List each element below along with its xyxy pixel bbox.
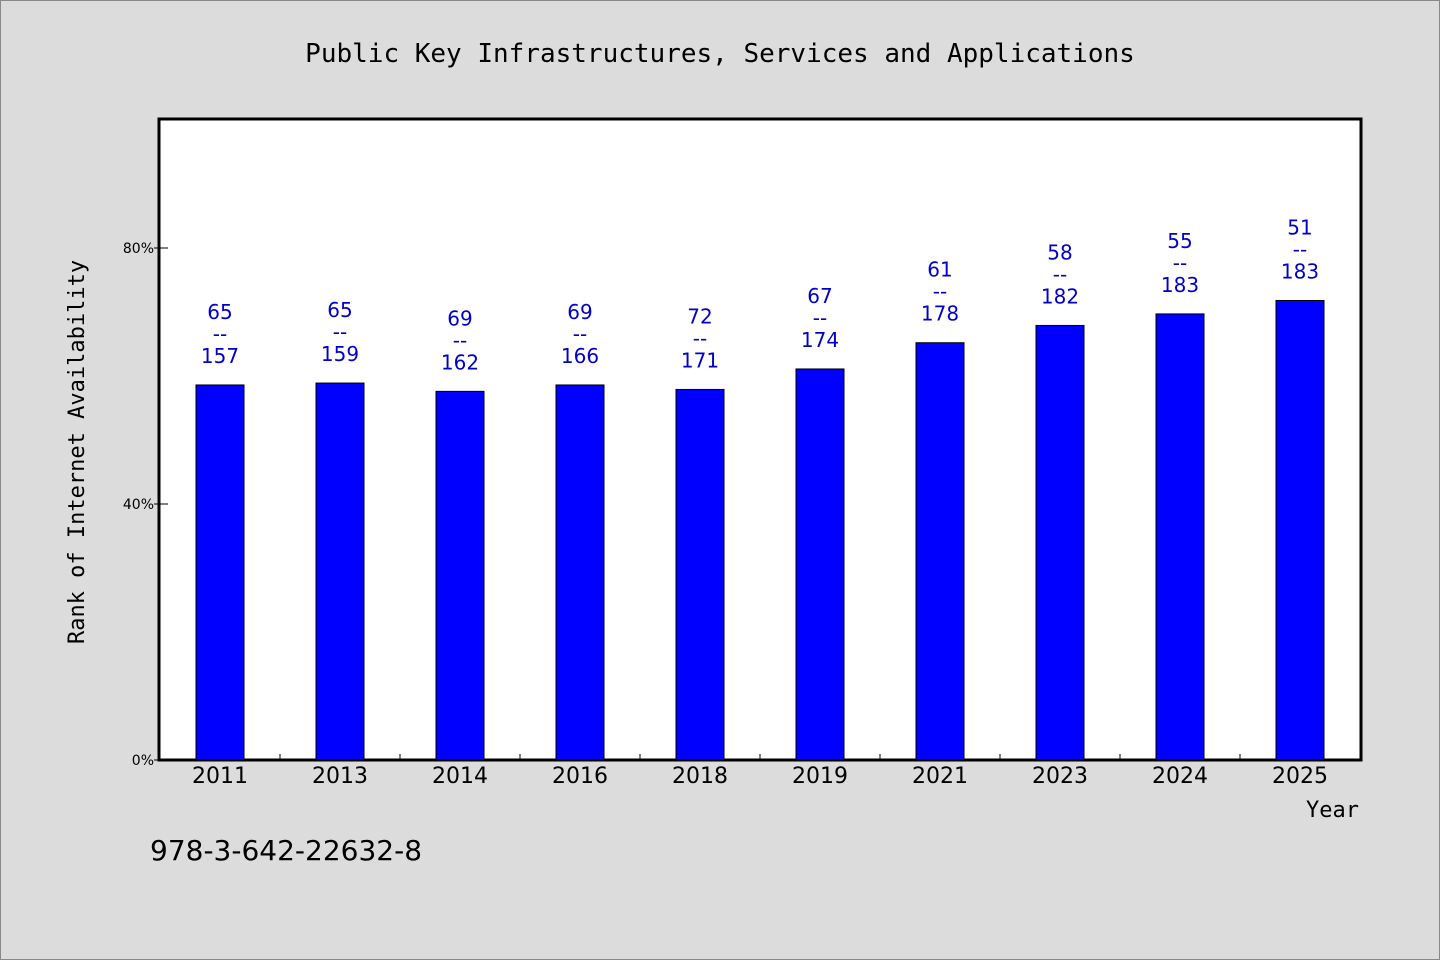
bar-total-label: 178 (921, 302, 959, 326)
bar-rank-label: 51 (1287, 215, 1312, 239)
bar-2021 (915, 342, 965, 761)
bar-2025 (1275, 299, 1325, 761)
x-axis: 2011 2013 2014 2016 2018 2019 2021 2023 2024 2025 (192, 754, 1328, 789)
x-tick-label: 2021 (912, 764, 968, 789)
bars-group (195, 299, 1325, 761)
bar-label-separator: -- (573, 322, 587, 346)
bar-label-separator: -- (693, 326, 707, 350)
y-axis-title: Rank of Internet Availability (65, 260, 90, 644)
x-tick-label: 2023 (1032, 764, 1088, 789)
bar-total-label: 162 (441, 350, 479, 374)
bar-total-label: 159 (321, 342, 359, 366)
bar-label-separator: -- (1053, 262, 1067, 286)
chart-title: Public Key Infrastructures, Services and… (305, 39, 1135, 69)
bar-total-label: 157 (201, 344, 239, 368)
y-axis: 0% 40% 80% (123, 241, 168, 769)
bar-2019 (795, 368, 845, 761)
x-tick-label: 2016 (552, 764, 608, 789)
bar-label-separator: -- (933, 280, 947, 304)
bar-rank-label: 69 (567, 300, 592, 324)
bar-label-separator: -- (453, 328, 467, 352)
bar-2023 (1035, 324, 1085, 761)
bar-labels-group: 65--15765--15969--16269--16672--17167--1… (201, 215, 1319, 374)
bar-rank-label: 65 (207, 300, 232, 324)
bar-label-separator: -- (1173, 251, 1187, 275)
bar-total-label: 183 (1281, 259, 1319, 283)
x-tick-label: 2025 (1272, 764, 1328, 789)
bar-rank-label: 65 (327, 298, 352, 322)
bar-2018 (675, 388, 725, 761)
bar-rank-label: 55 (1167, 229, 1192, 253)
bar-label-separator: -- (213, 322, 227, 346)
x-tick-label: 2013 (312, 764, 368, 789)
bar-rank-label: 58 (1047, 240, 1072, 264)
bar-total-label: 166 (561, 344, 599, 368)
y-tick-label: 0% (132, 753, 154, 769)
x-axis-title: Year (1306, 798, 1359, 823)
bar-total-label: 171 (681, 348, 719, 372)
bar-rank-label: 69 (447, 306, 472, 330)
x-tick-label: 2018 (672, 764, 728, 789)
bar-label-separator: -- (333, 320, 347, 344)
x-tick-label: 2024 (1152, 764, 1208, 789)
isbn-text: 978-3-642-22632-8 (150, 834, 423, 867)
x-tick-label: 2014 (432, 764, 488, 789)
bar-2011 (195, 384, 245, 761)
bar-total-label: 183 (1161, 273, 1199, 297)
bar-rank-label: 72 (687, 304, 712, 328)
y-tick-label: 80% (123, 241, 154, 257)
bar-label-separator: -- (813, 306, 827, 330)
x-tick-label: 2019 (792, 764, 848, 789)
x-tick-label: 2011 (192, 764, 248, 789)
bar-total-label: 174 (801, 328, 839, 352)
bar-rank-label: 67 (807, 284, 832, 308)
bar-2014 (435, 390, 485, 761)
bar-label-separator: -- (1293, 237, 1307, 261)
bar-rank-label: 61 (927, 258, 952, 282)
bar-2016 (555, 384, 605, 761)
bar-2024 (1155, 313, 1205, 761)
y-tick-label: 40% (123, 497, 154, 513)
bar-total-label: 182 (1041, 284, 1079, 308)
bar-2013 (315, 382, 365, 761)
